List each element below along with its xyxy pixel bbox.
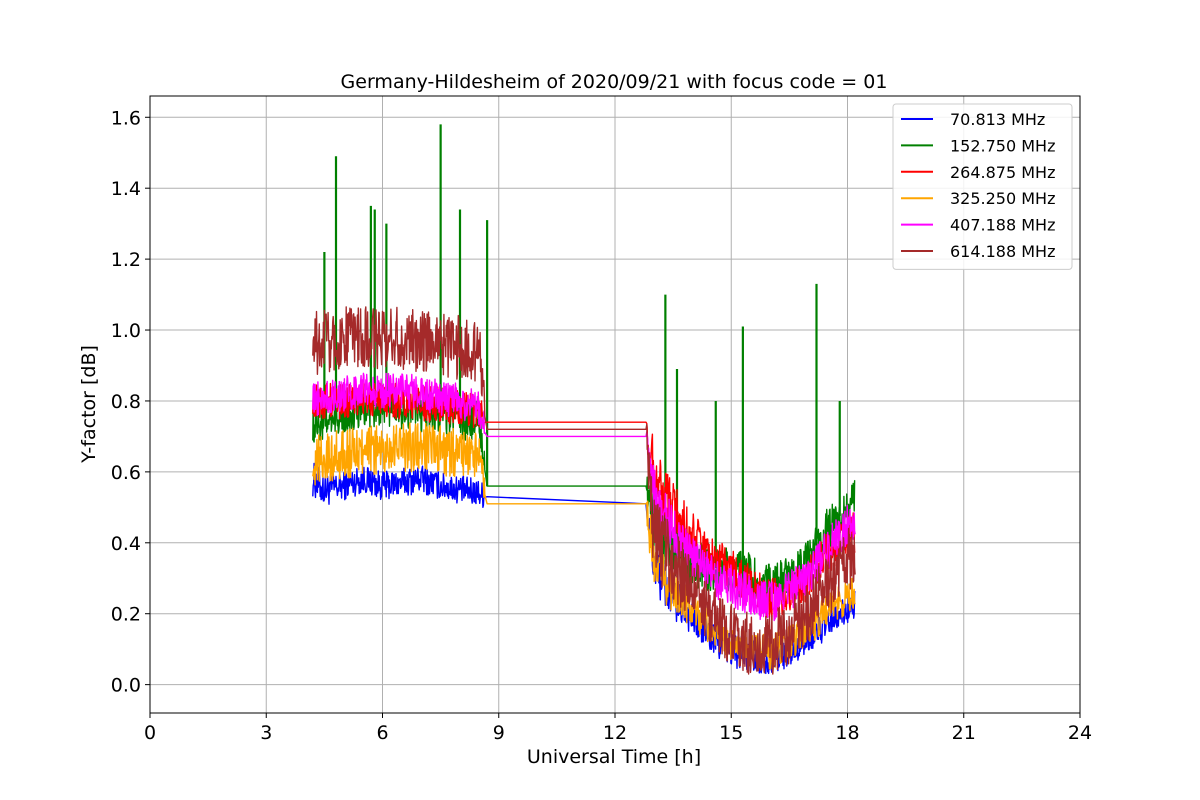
- y-tick-label: 1.0: [111, 320, 141, 342]
- y-tick-label: 0.6: [111, 462, 141, 484]
- y-tick-label: 0.2: [111, 604, 141, 626]
- x-tick-label: 6: [376, 722, 388, 744]
- x-tick-label: 9: [493, 722, 505, 744]
- x-tick-label: 12: [603, 722, 627, 744]
- x-tick-label: 18: [835, 722, 859, 744]
- legend: 70.813 MHz 152.750 MHz 264.875 MHz 325.250 …: [892, 103, 1073, 270]
- x-tick-label: 15: [719, 722, 743, 744]
- series-line: [312, 462, 856, 675]
- y-tick-label: 0.8: [111, 391, 141, 413]
- y-axis-label: Y-factor [dB]: [78, 345, 100, 464]
- x-tick-label: 21: [952, 722, 976, 744]
- y-tick-label: 1.2: [111, 249, 141, 271]
- legend-entry: 264.875 MHz: [950, 163, 1055, 182]
- x-axis-label: Universal Time [h]: [527, 746, 701, 768]
- series-line: [312, 372, 856, 622]
- series-line: [312, 422, 856, 670]
- chart-title: Germany-Hildesheim of 2020/09/21 with fo…: [341, 71, 888, 93]
- plot-area: [312, 124, 856, 675]
- x-tick-label: 3: [260, 722, 272, 744]
- y-tick-label: 1.4: [111, 178, 141, 200]
- legend-entry: 325.250 MHz: [950, 189, 1055, 208]
- ticks: 0 3 6 9 12 15 18 21 24 0.0 0.2 0.4 0.6 0.8 1.0 1.2 1.4 1.…: [111, 107, 1092, 744]
- legend-entry: 70.813 MHz: [950, 110, 1045, 129]
- x-tick-label: 24: [1068, 722, 1092, 744]
- y-tick-label: 0.4: [111, 533, 141, 555]
- legend-entry: 152.750 MHz: [950, 136, 1055, 155]
- y-tick-label: 1.6: [111, 107, 141, 129]
- x-tick-label: 0: [144, 722, 156, 744]
- legend-entry: 407.188 MHz: [950, 216, 1055, 235]
- legend-box: [892, 103, 1073, 270]
- y-tick-label: 0.0: [111, 675, 141, 697]
- legend-entry: 614.188 MHz: [950, 242, 1055, 261]
- series-line: [312, 306, 856, 675]
